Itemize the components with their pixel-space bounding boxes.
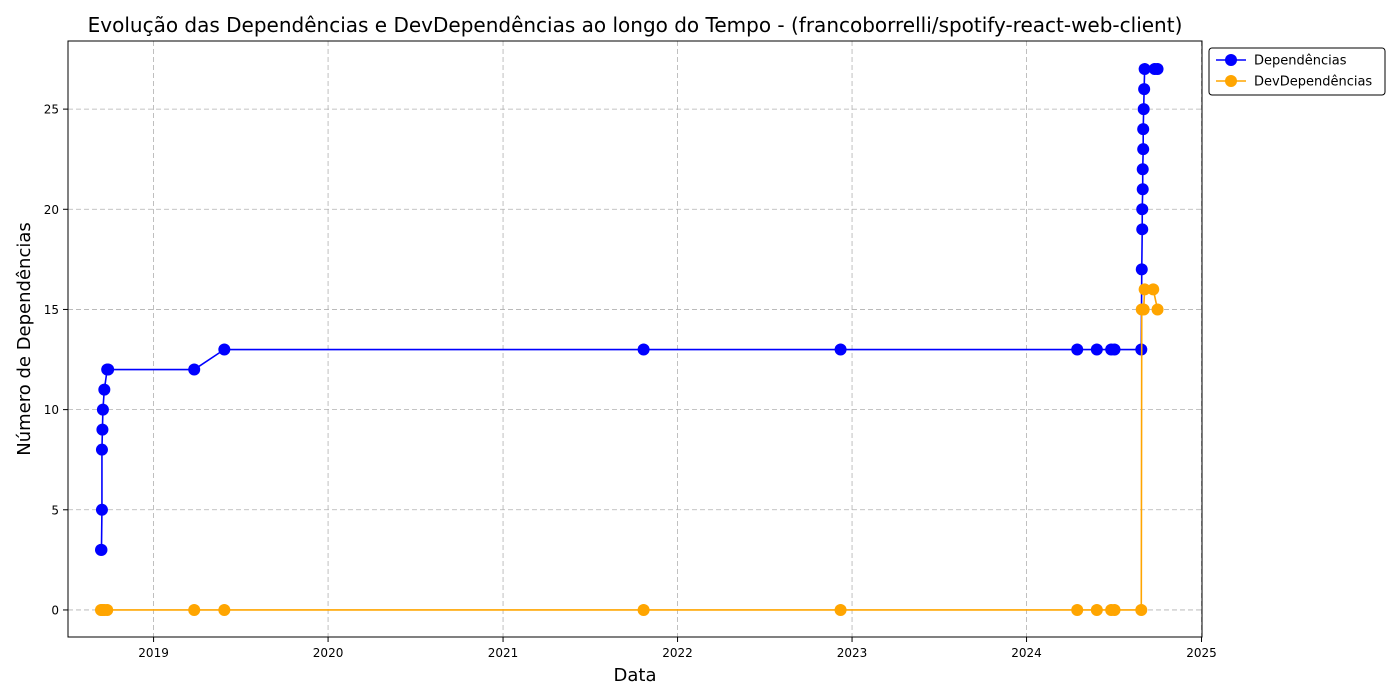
legend-box [1208, 47, 1386, 96]
x-tick-label: 2023 [837, 646, 868, 660]
data-point [218, 603, 231, 616]
y-axis-label: Número de Dependências [14, 222, 35, 456]
x-tick-label: 2019 [138, 646, 169, 660]
data-point [637, 343, 650, 356]
data-point [1137, 143, 1150, 156]
legend-marker [1225, 75, 1237, 87]
series-layer [94, 63, 1164, 616]
y-tick-label: 25 [44, 103, 59, 117]
data-point [1137, 123, 1150, 136]
data-point [1136, 203, 1149, 216]
data-point [1071, 603, 1084, 616]
data-point [1108, 603, 1121, 616]
legend: Dependências DevDependências [1208, 47, 1386, 96]
x-tick-label: 2021 [488, 646, 519, 660]
data-point [1136, 223, 1149, 236]
data-point [1136, 183, 1149, 196]
x-tick-label: 2020 [313, 646, 344, 660]
data-point [834, 343, 847, 356]
data-point [1135, 603, 1148, 616]
legend-label: DevDependências [1254, 75, 1372, 90]
y-tick-label: 0 [51, 603, 59, 617]
data-point [101, 603, 114, 616]
data-point [1135, 263, 1148, 276]
data-point [188, 363, 201, 376]
x-axis-label: Data [614, 665, 657, 686]
data-point [95, 443, 108, 456]
y-tick-label: 15 [44, 303, 59, 317]
data-point [1151, 303, 1164, 316]
data-point [96, 403, 109, 416]
data-point [1137, 103, 1150, 116]
data-point [834, 603, 847, 616]
data-point [98, 383, 111, 396]
data-point [1138, 83, 1151, 96]
data-point [95, 543, 108, 556]
data-point [102, 363, 115, 376]
data-point [1151, 63, 1164, 76]
y-tick-label: 20 [44, 203, 59, 217]
legend-item: Dependências [1216, 54, 1347, 69]
data-point [1108, 343, 1121, 356]
y-tick-label: 5 [51, 503, 59, 517]
data-point [218, 343, 231, 356]
chart-title: Evolução das Dependências e DevDependênc… [88, 13, 1183, 37]
data-point [1138, 63, 1151, 76]
data-point [1137, 303, 1150, 316]
series-devdependencias [94, 283, 1164, 616]
series-dependencias [94, 63, 1164, 556]
legend-marker [1225, 54, 1237, 66]
x-tick-label: 2025 [1186, 646, 1217, 660]
data-point [1090, 343, 1103, 356]
data-point [637, 603, 650, 616]
data-point [96, 423, 109, 436]
x-tick-label: 2022 [662, 646, 693, 660]
legend-item: DevDependências [1216, 75, 1372, 90]
data-point [188, 603, 201, 616]
legend-items: Dependências DevDependências [1216, 54, 1372, 90]
x-tick-label: 2024 [1011, 646, 1042, 660]
data-point [1147, 283, 1160, 296]
data-point [1071, 343, 1084, 356]
plot-area-frame [67, 40, 1203, 638]
y-tick-label: 10 [44, 403, 59, 417]
data-point [1138, 283, 1151, 296]
legend-label: Dependências [1254, 54, 1347, 69]
data-point [1136, 163, 1149, 176]
data-point [1090, 603, 1103, 616]
data-point [95, 503, 108, 516]
